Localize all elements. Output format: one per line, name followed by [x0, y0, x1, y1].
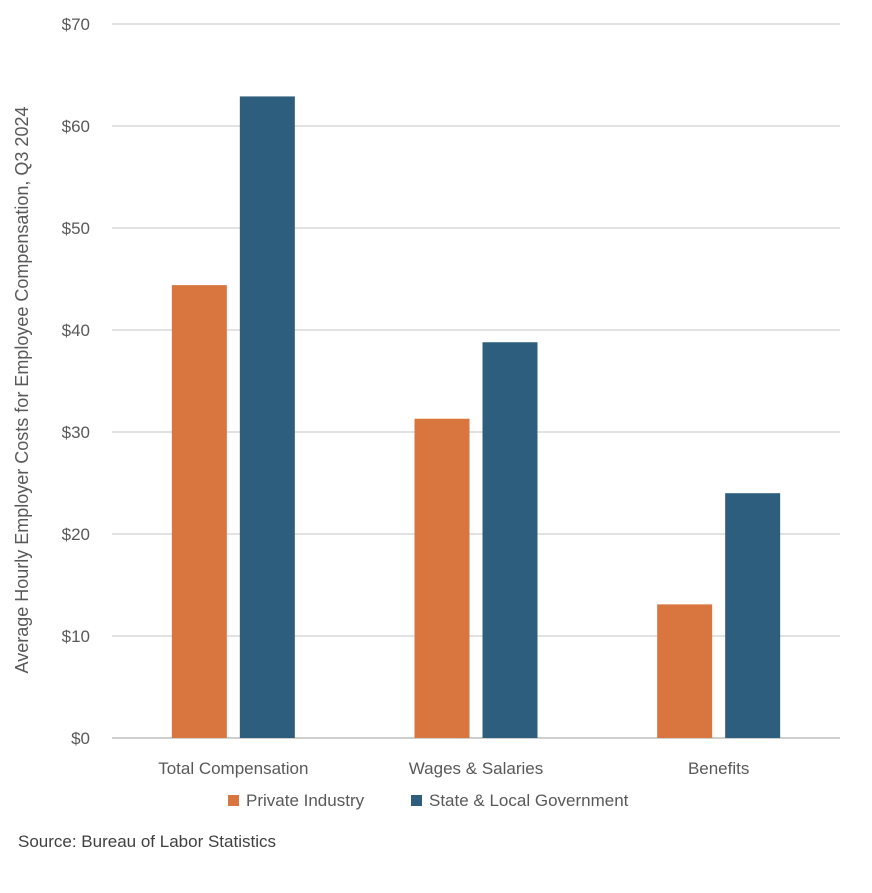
bar-state-local-government-total-compensation — [239, 96, 295, 739]
y-tick-label: $60 — [62, 117, 90, 136]
y-tick-label: $20 — [62, 525, 90, 544]
x-category-label: Wages & Salaries — [409, 759, 543, 778]
x-category-label: Total Compensation — [158, 759, 308, 778]
y-tick-label: $50 — [62, 219, 90, 238]
legend: Private Industry State & Local Government — [228, 791, 629, 810]
y-tick-label: $30 — [62, 423, 90, 442]
legend-item: Private Industry — [228, 791, 365, 810]
legend-swatch — [411, 795, 422, 806]
y-tick-label: $0 — [71, 729, 90, 748]
legend-label: State & Local Government — [429, 791, 629, 810]
source-note: Source: Bureau of Labor Statistics — [18, 832, 276, 851]
legend-swatch — [228, 795, 239, 806]
bar-private-industry-total-compensation — [171, 285, 227, 738]
x-axis-category-labels: Total Compensation Wages & Salaries Benefi… — [158, 759, 749, 778]
bars — [171, 96, 781, 739]
bar-state-local-government-benefits — [725, 493, 781, 738]
y-axis-tick-labels: $0 $10 $20 $30 $40 $50 $60 $70 — [62, 15, 90, 748]
x-category-label: Benefits — [688, 759, 749, 778]
bar-private-industry-benefits — [657, 604, 713, 738]
y-axis-label: Average Hourly Employer Costs for Employ… — [12, 107, 32, 674]
gridlines — [112, 23, 840, 739]
legend-item: State & Local Government — [411, 791, 629, 810]
y-tick-label: $70 — [62, 15, 90, 34]
legend-label: Private Industry — [246, 791, 365, 810]
y-tick-label: $40 — [62, 321, 90, 340]
bar-private-industry-wages-salaries — [414, 418, 470, 738]
bar-state-local-government-wages-salaries — [482, 342, 538, 738]
y-tick-label: $10 — [62, 627, 90, 646]
